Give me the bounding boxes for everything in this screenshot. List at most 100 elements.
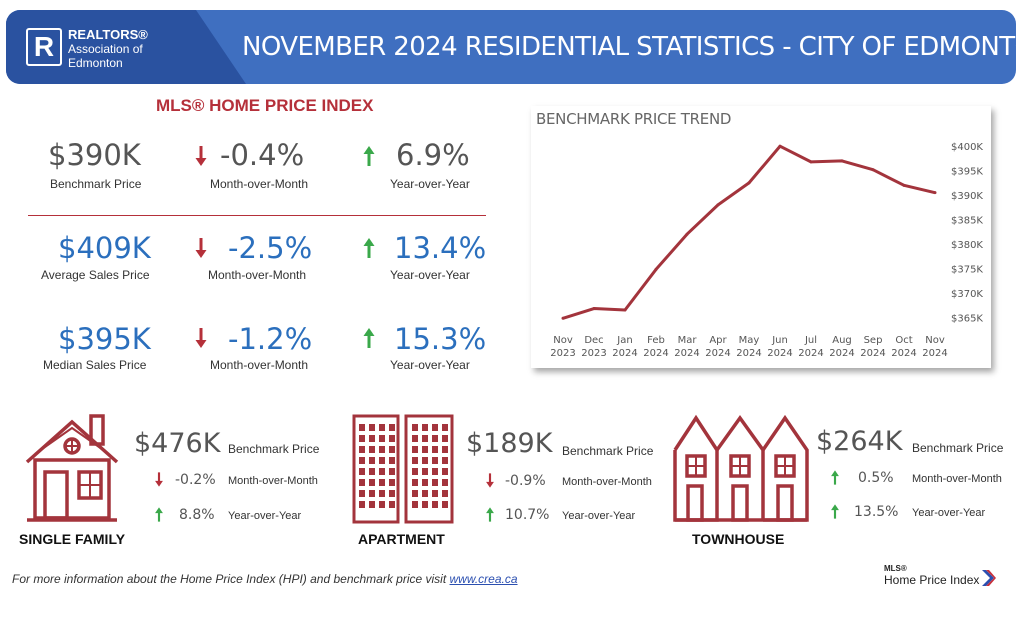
- data-point: [809, 160, 813, 164]
- down-arrow-icon: [195, 328, 207, 348]
- x-tick-label: 2024: [705, 348, 730, 359]
- apartment-window: [369, 501, 375, 508]
- median-mom-value: -1.2%: [228, 322, 313, 356]
- apartment-window: [422, 446, 428, 453]
- apartment-yoy-label: Year-over-Year: [562, 510, 636, 522]
- apartment-window: [422, 501, 428, 508]
- footer-note: For more information about the Home Pric…: [12, 572, 518, 586]
- average-yoy-label: Year-over-Year: [390, 268, 470, 282]
- apartment-window: [389, 446, 395, 453]
- townhouse-name: TOWNHOUSE: [692, 531, 785, 547]
- average-price-value: $409K: [58, 231, 151, 265]
- y-tick-label: $400K: [951, 142, 983, 153]
- x-tick-label: Feb: [647, 335, 665, 346]
- benchmark-price-line: [562, 144, 936, 320]
- apartment-window: [389, 468, 395, 475]
- data-point: [933, 191, 937, 195]
- y-tick-label: $375K: [951, 264, 983, 275]
- average-mom-value: -2.5%: [228, 231, 313, 265]
- down-arrow-icon: [195, 146, 207, 166]
- apartment-yoy-value: 10.7%: [505, 507, 550, 523]
- x-tick-label: Jul: [804, 335, 817, 346]
- townhouse-icon: [673, 414, 809, 522]
- apartment-window: [359, 501, 365, 508]
- benchmark-mom-value: -0.4%: [220, 138, 305, 172]
- apartment-name: APARTMENT: [358, 531, 445, 547]
- apartment-window: [369, 457, 375, 464]
- benchmark-mom-label: Month-over-Month: [210, 177, 309, 191]
- apartment-window: [359, 424, 365, 431]
- apartment-label: Benchmark Price: [562, 444, 654, 458]
- single-family-house-icon: [25, 414, 119, 522]
- mls-logo-small: MLS®: [884, 564, 907, 573]
- x-tick-label: Dec: [584, 335, 603, 346]
- x-tick-label: 2024: [798, 348, 823, 359]
- section-divider: [28, 215, 486, 216]
- townhouse-label: Benchmark Price: [912, 441, 1004, 455]
- hpi-section-title: MLS® HOME PRICE INDEX: [156, 96, 374, 115]
- benchmark-price-value: $390K: [48, 138, 141, 172]
- x-tick-label: 2024: [612, 348, 637, 359]
- apartment-building-icon: [352, 414, 454, 524]
- x-tick-label: Jun: [771, 335, 788, 346]
- apartment-window: [412, 424, 418, 431]
- apartment-window: [369, 468, 375, 475]
- townhouse-mom-value: 0.5%: [858, 470, 894, 486]
- benchmark-trend-card: [531, 106, 991, 368]
- apartment-window: [432, 490, 438, 497]
- apartment-window: [412, 479, 418, 486]
- up-arrow-icon: [486, 507, 494, 522]
- median-yoy-label: Year-over-Year: [390, 358, 470, 372]
- apartment-window: [379, 490, 385, 497]
- up-arrow-icon: [831, 470, 839, 485]
- apartment-window: [389, 479, 395, 486]
- apartment-window: [379, 457, 385, 464]
- apartment-window: [422, 457, 428, 464]
- benchmark-price-label: Benchmark Price: [50, 177, 142, 191]
- chart-title: BENCHMARK PRICE TREND: [536, 110, 732, 128]
- x-tick-label: Aug: [832, 335, 852, 346]
- up-arrow-icon: [155, 507, 163, 522]
- benchmark-yoy-value: 6.9%: [396, 138, 470, 172]
- apartment-window: [369, 490, 375, 497]
- x-tick-label: Oct: [895, 335, 912, 346]
- data-point: [902, 183, 906, 187]
- x-tick-label: 2024: [643, 348, 668, 359]
- x-tick-label: 2024: [736, 348, 761, 359]
- apartment-window: [389, 435, 395, 442]
- data-point: [685, 232, 689, 236]
- apartment-window: [369, 446, 375, 453]
- x-tick-label: 2023: [581, 348, 606, 359]
- org-name: REALTORS® Association of Edmonton: [68, 27, 148, 70]
- apartment-window: [389, 424, 395, 431]
- data-point: [561, 316, 565, 320]
- apartment-window: [422, 424, 428, 431]
- crea-link[interactable]: www.crea.ca: [449, 572, 518, 586]
- townhouse-yoy-value: 13.5%: [854, 504, 899, 520]
- single-family-yoy-label: Year-over-Year: [228, 510, 302, 522]
- median-price-value: $395K: [58, 322, 151, 356]
- realtor-logo-icon: R: [26, 28, 62, 66]
- apartment-window: [379, 435, 385, 442]
- org-line2: Association of: [68, 42, 143, 56]
- average-price-label: Average Sales Price: [41, 268, 150, 282]
- apartment-window: [379, 479, 385, 486]
- x-tick-label: Jan: [616, 335, 632, 346]
- data-point: [592, 307, 596, 311]
- townhouse-mom-label: Month-over-Month: [912, 473, 1002, 485]
- y-tick-label: $365K: [951, 313, 983, 324]
- apartment-window: [442, 446, 448, 453]
- data-point: [716, 203, 720, 207]
- apartment-window: [422, 479, 428, 486]
- apartment-window: [412, 468, 418, 475]
- apartment-window: [412, 457, 418, 464]
- apartment-window: [432, 468, 438, 475]
- apartment-window: [359, 457, 365, 464]
- x-tick-label: Sep: [864, 335, 883, 346]
- x-tick-label: 2023: [550, 348, 575, 359]
- townhouse-value: $264K: [816, 426, 903, 457]
- data-point: [840, 159, 844, 163]
- apartment-window: [422, 468, 428, 475]
- apartment-window: [379, 424, 385, 431]
- org-line3: Edmonton: [68, 56, 123, 70]
